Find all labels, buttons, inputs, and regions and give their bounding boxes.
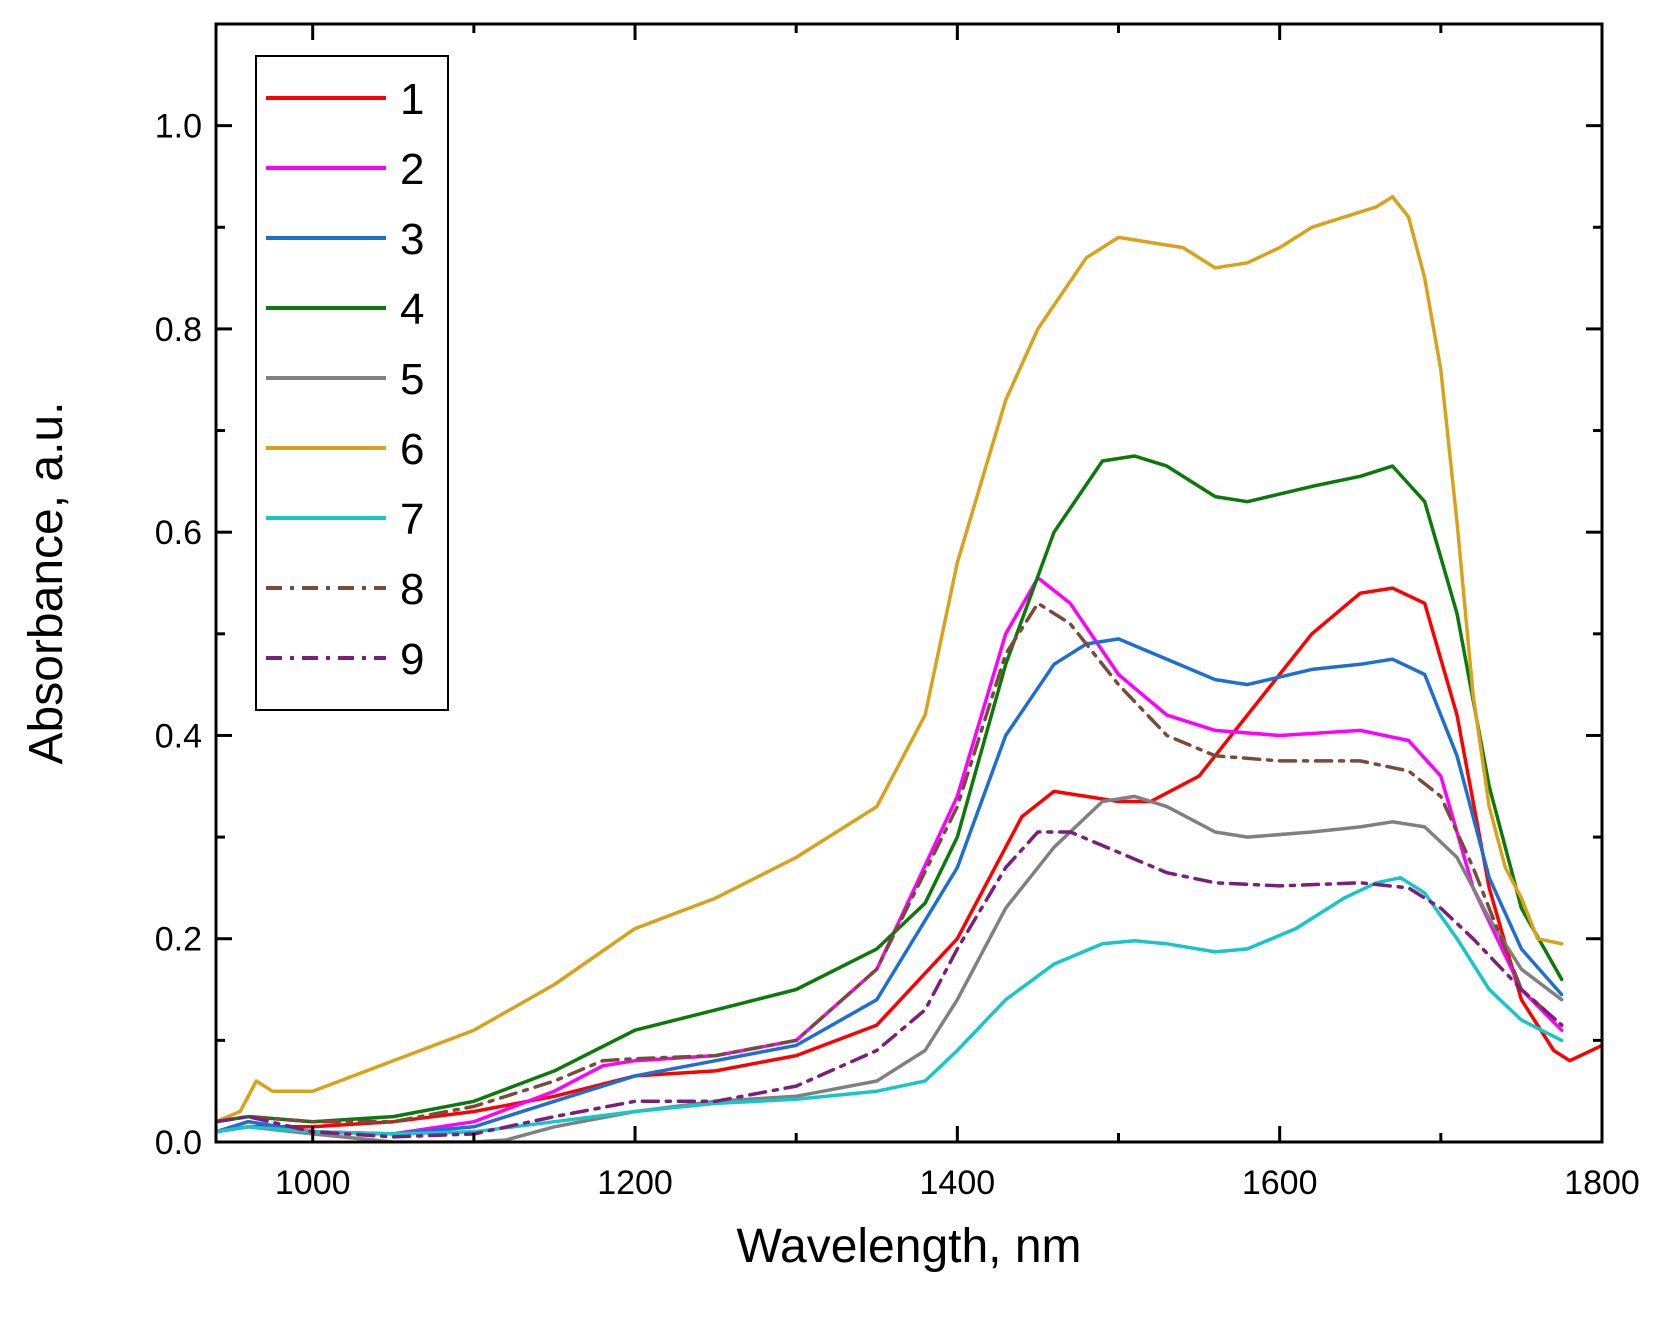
y-tick-label: 0.2 <box>155 921 202 959</box>
legend-item-9: 9 <box>266 635 424 684</box>
series-line-6 <box>216 195 1564 1124</box>
legend-label: 6 <box>400 425 424 474</box>
y-tick-label: 0.6 <box>155 514 202 552</box>
legend-item-2: 2 <box>266 145 424 194</box>
series-line-2 <box>216 576 1564 1136</box>
legend-label: 8 <box>400 565 424 614</box>
series-line-3 <box>216 637 1564 1136</box>
y-tick-label: 1.0 <box>155 108 202 146</box>
legend-label: 3 <box>400 215 424 264</box>
x-axis: 1000 1200 1400 1600 1800 <box>275 24 1640 1202</box>
x-tick-label: 1800 <box>1564 1164 1640 1202</box>
series-line-7 <box>216 875 1564 1136</box>
legend-label: 1 <box>400 75 424 124</box>
legend-label: 5 <box>400 355 424 404</box>
legend-item-4: 4 <box>266 285 424 334</box>
legend-item-1: 1 <box>266 75 424 124</box>
legend-item-3: 3 <box>266 215 424 264</box>
y-axis-title: Absorbance, a.u. <box>20 402 73 765</box>
legend-label: 9 <box>400 635 424 684</box>
plot-area: 1000 1200 1400 1600 1800 0.0 0.2 0.4 0.6 0.8 1.0 <box>155 22 1640 1202</box>
y-tick-label: 0.8 <box>155 311 202 349</box>
x-axis-title: Wavelength, nm <box>736 1220 1081 1273</box>
legend-box <box>255 55 449 711</box>
x-tick-label: 1400 <box>920 1164 996 1202</box>
series-line-8 <box>216 601 1564 1124</box>
x-tick-label: 1200 <box>597 1164 673 1202</box>
y-tick-label: 0.4 <box>155 717 202 755</box>
y-axis: 0.0 0.2 0.4 0.6 0.8 1.0 <box>155 108 1602 1162</box>
legend-label: 4 <box>400 285 424 334</box>
legend-label: 2 <box>400 145 424 194</box>
legend-item-5: 5 <box>266 355 424 404</box>
legend: 1 2 3 4 5 6 7 8 9 <box>255 55 449 711</box>
y-tick-label: 0.0 <box>155 1124 202 1162</box>
x-tick-label: 1600 <box>1242 1164 1318 1202</box>
legend-item-6: 6 <box>266 425 424 474</box>
legend-item-7: 7 <box>266 495 424 544</box>
series-line-1 <box>216 586 1602 1134</box>
series-line-4 <box>216 454 1564 1124</box>
legend-item-8: 8 <box>266 565 424 614</box>
x-tick-label: 1000 <box>275 1164 351 1202</box>
legend-label: 7 <box>400 495 424 544</box>
plot-frame <box>214 22 1604 1144</box>
series-line-9 <box>216 830 1564 1139</box>
